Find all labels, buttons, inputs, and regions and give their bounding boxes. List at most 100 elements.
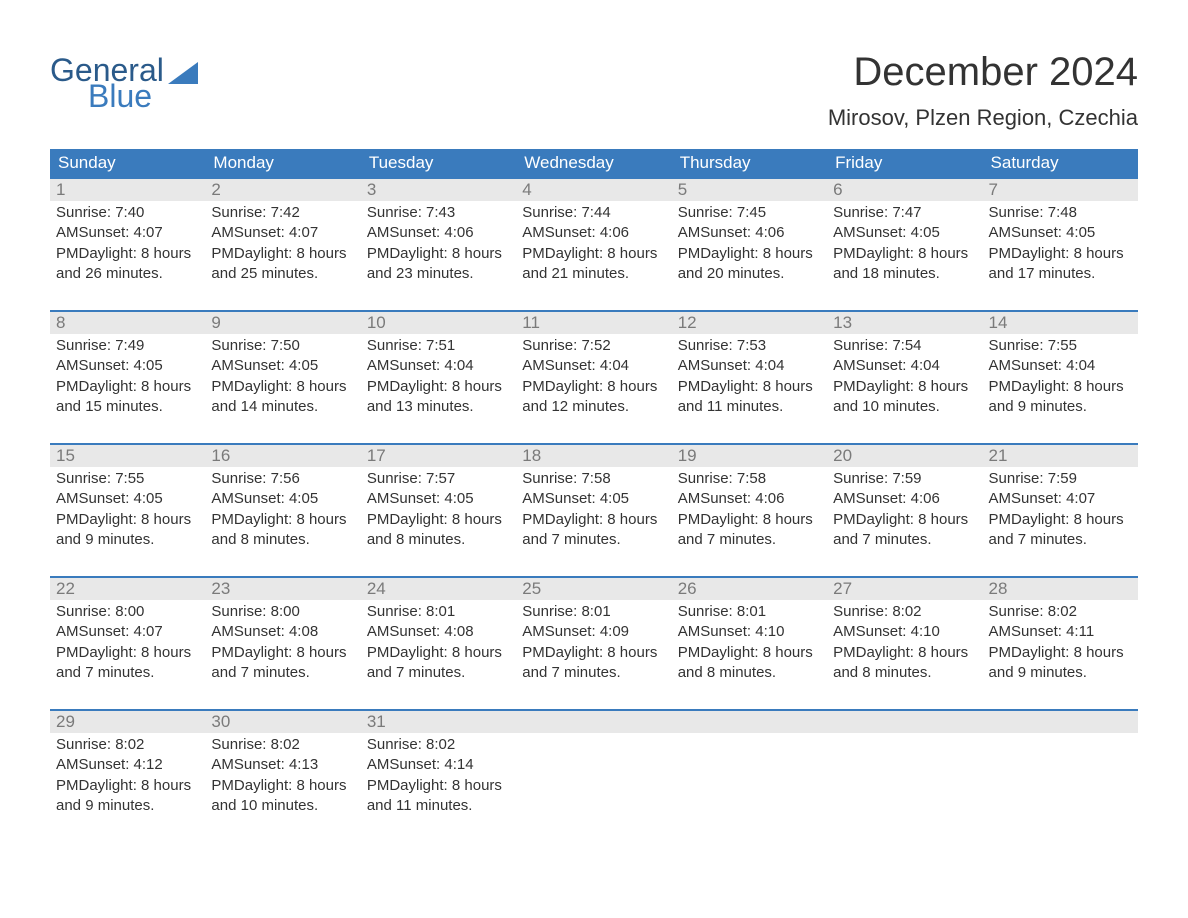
day-cell: 9Sunrise: 7:50 AMSunset: 4:05 PMDaylight…: [205, 312, 360, 417]
sunrise-label: Sunrise:: [833, 470, 888, 487]
weekday-header: Friday: [827, 149, 982, 177]
header: General Blue December 2024 Mirosov, Plze…: [50, 50, 1138, 131]
weekday-header: Tuesday: [361, 149, 516, 177]
day-body: Sunrise: 8:02 AMSunset: 4:14 PMDaylight:…: [361, 733, 516, 816]
weekday-header: Thursday: [672, 149, 827, 177]
day-cell: 4Sunrise: 7:44 AMSunset: 4:06 PMDaylight…: [516, 179, 671, 284]
day-number-empty: [516, 711, 671, 733]
day-body: Sunrise: 7:55 AMSunset: 4:05 PMDaylight:…: [50, 467, 205, 550]
day-body: Sunrise: 7:43 AMSunset: 4:06 PMDaylight:…: [361, 201, 516, 284]
sunrise-label: Sunrise:: [989, 470, 1044, 487]
daylight-label: Daylight:: [79, 245, 137, 262]
sunset-label: Sunset:: [79, 756, 130, 773]
day-body: Sunrise: 8:02 AMSunset: 4:11 PMDaylight:…: [983, 600, 1138, 683]
daylight-label: Daylight:: [545, 644, 603, 661]
daylight-label: Daylight:: [1011, 378, 1069, 395]
daylight-label: Daylight:: [79, 777, 137, 794]
day-cell: 5Sunrise: 7:45 AMSunset: 4:06 PMDaylight…: [672, 179, 827, 284]
day-number: 30: [205, 711, 360, 733]
sunrise-label: Sunrise:: [522, 470, 577, 487]
day-cell: 19Sunrise: 7:58 AMSunset: 4:06 PMDayligh…: [672, 445, 827, 550]
day-body: Sunrise: 7:54 AMSunset: 4:04 PMDaylight:…: [827, 334, 982, 417]
sunset-label: Sunset:: [545, 224, 596, 241]
day-body: Sunrise: 7:47 AMSunset: 4:05 PMDaylight:…: [827, 201, 982, 284]
sunrise-label: Sunrise:: [678, 603, 733, 620]
sunrise-label: Sunrise:: [522, 337, 577, 354]
daylight-label: Daylight:: [700, 245, 758, 262]
week-row: 8Sunrise: 7:49 AMSunset: 4:05 PMDaylight…: [50, 310, 1138, 417]
day-body: Sunrise: 7:58 AMSunset: 4:05 PMDaylight:…: [516, 467, 671, 550]
sunrise-label: Sunrise:: [522, 603, 577, 620]
day-number: 1: [50, 179, 205, 201]
sunrise-label: Sunrise:: [56, 470, 111, 487]
sunrise-label: Sunrise:: [211, 736, 266, 753]
sunset-label: Sunset:: [389, 756, 440, 773]
sunset-label: Sunset:: [389, 357, 440, 374]
day-number-empty: [827, 711, 982, 733]
day-body: Sunrise: 7:55 AMSunset: 4:04 PMDaylight:…: [983, 334, 1138, 417]
sunset-label: Sunset:: [856, 490, 907, 507]
sunset-label: Sunset:: [389, 490, 440, 507]
daylight-label: Daylight:: [389, 378, 447, 395]
day-number: 3: [361, 179, 516, 201]
day-cell: 17Sunrise: 7:57 AMSunset: 4:05 PMDayligh…: [361, 445, 516, 550]
day-body: Sunrise: 7:51 AMSunset: 4:04 PMDaylight:…: [361, 334, 516, 417]
day-cell: 10Sunrise: 7:51 AMSunset: 4:04 PMDayligh…: [361, 312, 516, 417]
day-cell: 18Sunrise: 7:58 AMSunset: 4:05 PMDayligh…: [516, 445, 671, 550]
sunset-label: Sunset:: [1011, 623, 1062, 640]
day-body: Sunrise: 7:53 AMSunset: 4:04 PMDaylight:…: [672, 334, 827, 417]
week-row: 29Sunrise: 8:02 AMSunset: 4:12 PMDayligh…: [50, 709, 1138, 816]
daylight-label: Daylight:: [234, 378, 292, 395]
day-number-empty: [672, 711, 827, 733]
day-number: 27: [827, 578, 982, 600]
day-body: Sunrise: 7:49 AMSunset: 4:05 PMDaylight:…: [50, 334, 205, 417]
day-cell: 2Sunrise: 7:42 AMSunset: 4:07 PMDaylight…: [205, 179, 360, 284]
sunrise-label: Sunrise:: [522, 204, 577, 221]
sunset-label: Sunset:: [856, 623, 907, 640]
day-cell: 22Sunrise: 8:00 AMSunset: 4:07 PMDayligh…: [50, 578, 205, 683]
daylight-label: Daylight:: [856, 245, 914, 262]
daylight-label: Daylight:: [234, 245, 292, 262]
weekday-header: Wednesday: [516, 149, 671, 177]
sunset-label: Sunset:: [79, 357, 130, 374]
sunrise-label: Sunrise:: [833, 603, 888, 620]
day-body: Sunrise: 7:52 AMSunset: 4:04 PMDaylight:…: [516, 334, 671, 417]
day-body: Sunrise: 8:00 AMSunset: 4:08 PMDaylight:…: [205, 600, 360, 683]
day-cell: 11Sunrise: 7:52 AMSunset: 4:04 PMDayligh…: [516, 312, 671, 417]
day-cell: 26Sunrise: 8:01 AMSunset: 4:10 PMDayligh…: [672, 578, 827, 683]
sunset-label: Sunset:: [234, 357, 285, 374]
day-body: Sunrise: 8:01 AMSunset: 4:08 PMDaylight:…: [361, 600, 516, 683]
day-number: 20: [827, 445, 982, 467]
sunrise-label: Sunrise:: [989, 204, 1044, 221]
day-number-empty: [983, 711, 1138, 733]
daylight-label: Daylight:: [700, 644, 758, 661]
day-cell: 29Sunrise: 8:02 AMSunset: 4:12 PMDayligh…: [50, 711, 205, 816]
daylight-label: Daylight:: [79, 511, 137, 528]
daylight-label: Daylight:: [545, 245, 603, 262]
day-body: Sunrise: 8:02 AMSunset: 4:13 PMDaylight:…: [205, 733, 360, 816]
sunrise-label: Sunrise:: [367, 470, 422, 487]
day-number: 31: [361, 711, 516, 733]
sunrise-label: Sunrise:: [56, 204, 111, 221]
sunrise-label: Sunrise:: [678, 204, 733, 221]
day-number: 23: [205, 578, 360, 600]
sunset-label: Sunset:: [79, 224, 130, 241]
sunrise-label: Sunrise:: [678, 337, 733, 354]
day-cell: 7Sunrise: 7:48 AMSunset: 4:05 PMDaylight…: [983, 179, 1138, 284]
day-cell: 6Sunrise: 7:47 AMSunset: 4:05 PMDaylight…: [827, 179, 982, 284]
daylight-label: Daylight:: [856, 644, 914, 661]
day-number: 9: [205, 312, 360, 334]
day-number: 29: [50, 711, 205, 733]
sunrise-label: Sunrise:: [56, 736, 111, 753]
sunset-label: Sunset:: [234, 224, 285, 241]
sunset-label: Sunset:: [234, 490, 285, 507]
day-body: Sunrise: 8:02 AMSunset: 4:12 PMDaylight:…: [50, 733, 205, 816]
daylight-label: Daylight:: [234, 511, 292, 528]
day-number: 4: [516, 179, 671, 201]
day-number: 22: [50, 578, 205, 600]
sunrise-label: Sunrise:: [56, 337, 111, 354]
day-body: Sunrise: 7:42 AMSunset: 4:07 PMDaylight:…: [205, 201, 360, 284]
day-cell: [516, 711, 671, 816]
calendar: SundayMondayTuesdayWednesdayThursdayFrid…: [50, 149, 1138, 816]
sunset-label: Sunset:: [700, 623, 751, 640]
